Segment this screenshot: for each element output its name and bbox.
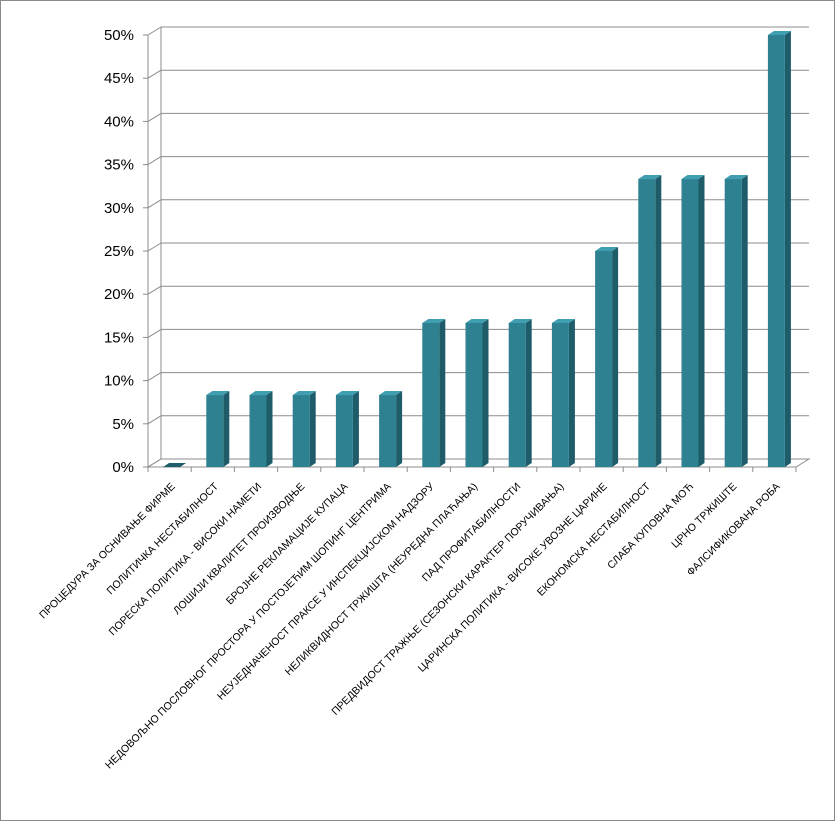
bar-side: [352, 391, 359, 467]
bar-side: [568, 318, 575, 467]
gridline-diagonal: [147, 199, 162, 209]
category-label: СЛАБА КУПОВНА МОЋ: [605, 481, 696, 572]
bar-top: [335, 391, 359, 396]
bar-front: [292, 395, 310, 467]
gridline-diagonal: [147, 112, 162, 122]
bar-front: [249, 395, 267, 467]
bar-side: [396, 391, 403, 467]
y-tick-label: 15%: [104, 329, 134, 346]
category-label: ПОРЕСКА ПОЛИТИКА - ВИСОКИ НАМЕТИ: [107, 481, 264, 638]
bar-top: [163, 463, 187, 467]
bar-side: [309, 391, 316, 467]
bar-side: [439, 318, 446, 467]
y-tick-label: 20%: [104, 286, 134, 303]
bar: [379, 391, 403, 467]
bar-front: [638, 179, 656, 467]
bar: [335, 391, 359, 467]
bar: [249, 391, 273, 467]
y-tick-label: 10%: [104, 373, 134, 390]
bar-top: [422, 318, 446, 323]
bar-front: [206, 395, 224, 467]
bar-side: [223, 391, 230, 467]
bar-side: [655, 175, 662, 467]
bar-top: [724, 175, 748, 180]
gridline-diagonal: [147, 415, 162, 425]
bar-side: [741, 175, 748, 467]
bar: [767, 31, 791, 467]
bar-top: [681, 175, 705, 180]
bar-top: [595, 247, 619, 251]
bar: [465, 318, 489, 467]
gridline-diagonal: [147, 156, 162, 166]
bar-front: [379, 395, 397, 467]
bar-side: [784, 31, 791, 467]
bar-layer: [163, 31, 791, 467]
bar-side: [698, 175, 705, 467]
bar: [163, 463, 187, 467]
bar-front: [335, 395, 353, 467]
y-tick-label: 50%: [104, 27, 134, 44]
label-layer: 0%5%10%15%20%25%30%35%40%45%50%ПРОЦЕДУРА…: [37, 27, 782, 771]
gridline-diagonal: [147, 328, 162, 338]
gridline-diagonal: [147, 242, 162, 252]
bar: [422, 318, 446, 467]
gridline-diagonal: [147, 26, 162, 36]
bar-front: [422, 322, 440, 467]
bar: [551, 318, 575, 467]
bar: [724, 175, 748, 467]
bar-front: [681, 179, 699, 467]
y-tick-label: 40%: [104, 113, 134, 130]
y-tick-label: 25%: [104, 243, 134, 260]
category-label: НЕДОВОЉНО ПОСЛОВНОГ ПРОСТОРА У ПОСТОЈЕЋИ…: [103, 481, 394, 772]
bar-top: [249, 391, 273, 396]
category-label: ФАЛСИФИКОВАНА РОБА: [685, 481, 783, 579]
bar-top: [551, 318, 575, 323]
bar: [508, 318, 532, 467]
bar-top: [767, 31, 791, 35]
bar: [292, 391, 316, 467]
bar-front: [508, 322, 526, 467]
axis-layer: [143, 27, 811, 472]
category-label: НЕУЈЕДНАЧЕНОСТ ПРАКСЕ У ИНСПЕКЦИЈСКОМ НА…: [215, 480, 437, 702]
bar-front: [767, 35, 785, 467]
bar-front: [551, 322, 569, 467]
bar-top: [292, 391, 316, 396]
bar-top: [508, 318, 532, 323]
bar: [681, 175, 705, 467]
bar-side: [482, 318, 489, 467]
bar-side: [525, 318, 532, 467]
y-tick-label: 35%: [104, 157, 134, 174]
y-tick-label: 0%: [112, 459, 134, 476]
y-tick-label: 45%: [104, 70, 134, 87]
gridline-diagonal: [147, 285, 162, 295]
bar-front: [465, 322, 483, 467]
bar-top: [379, 391, 403, 396]
bar: [206, 391, 230, 467]
y-tick-label: 5%: [112, 416, 134, 433]
bar-front: [595, 251, 613, 467]
bar-side: [612, 247, 619, 467]
gridline-diagonal: [147, 372, 162, 382]
bar: [595, 247, 619, 467]
y-tick-label: 30%: [104, 200, 134, 217]
bar-top: [465, 318, 489, 323]
bar: [638, 175, 662, 467]
gridline-diagonal: [147, 69, 162, 79]
bar-top: [638, 175, 662, 180]
bar-side: [266, 391, 273, 467]
bar-front: [724, 179, 742, 467]
bar-top: [206, 391, 230, 396]
